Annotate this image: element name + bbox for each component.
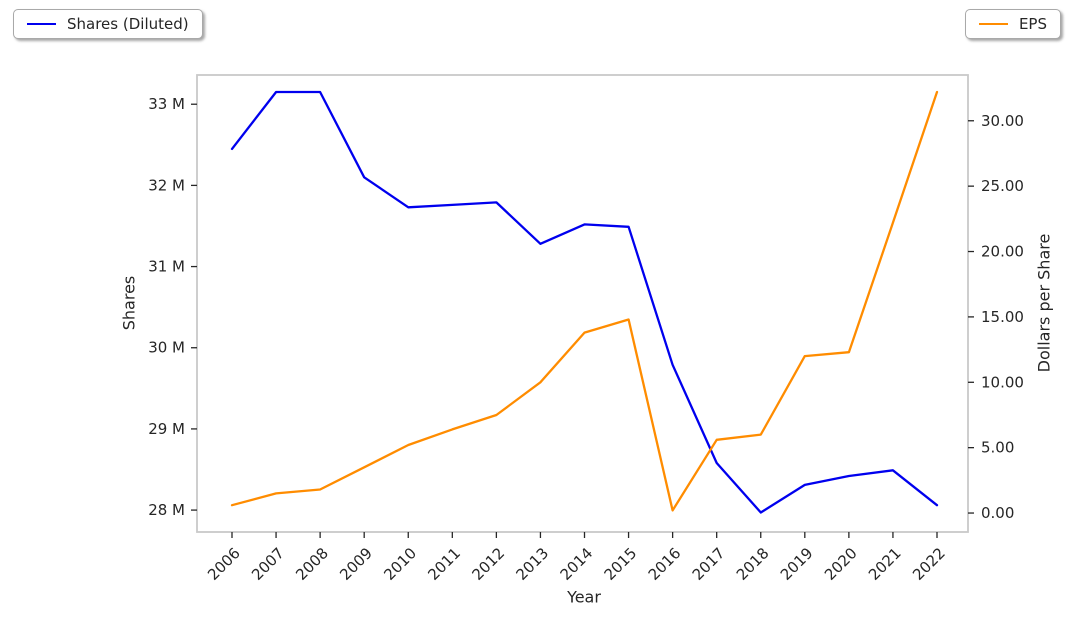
right-tick-label: 0.00	[981, 504, 1014, 522]
right-tick-label: 25.00	[981, 177, 1024, 195]
left-tick-label: 31 M	[148, 258, 185, 276]
left-tick-label: 33 M	[148, 95, 185, 113]
x-tick-label: 2015	[601, 544, 641, 584]
legend-eps: EPS	[964, 9, 1061, 39]
x-tick-label: 2018	[733, 544, 773, 584]
shares-diluted-line	[230, 90, 939, 514]
x-tick-label: 2010	[380, 544, 420, 584]
left-tick-label: 32 M	[148, 176, 185, 194]
x-tick-label: 2011	[424, 544, 464, 584]
x-tick-label: 2009	[336, 544, 376, 584]
x-tick-label: 2008	[292, 544, 332, 584]
right-axis-title: Dollars per Share	[1034, 233, 1054, 373]
eps-line	[230, 90, 939, 512]
plot-border	[196, 74, 969, 533]
left-tick-label: 29 M	[148, 420, 185, 438]
x-tick-label: 2007	[248, 544, 288, 584]
x-tick-label: 2020	[821, 544, 861, 584]
right-tick-label: 30.00	[981, 112, 1024, 130]
x-tick-label: 2019	[777, 544, 817, 584]
left-tick-label: 30 M	[148, 339, 185, 357]
x-tick-label: 2021	[865, 544, 905, 584]
x-tick-label: 2014	[557, 544, 597, 584]
legend-shares-label: Shares (Diluted)	[67, 15, 189, 33]
left-tick-label: 28 M	[148, 501, 185, 519]
right-tick-label: 15.00	[981, 308, 1024, 326]
legend-eps-label: EPS	[1018, 15, 1047, 33]
eps-line-swatch	[978, 23, 1008, 25]
x-axis-title: Year	[567, 587, 601, 607]
x-tick-label: 2022	[909, 544, 949, 584]
legend-shares-diluted: Shares (Diluted)	[13, 9, 203, 39]
x-tick-label: 2017	[689, 544, 729, 584]
right-tick-label: 10.00	[981, 373, 1024, 391]
x-tick-label: 2012	[468, 544, 508, 584]
shares-line-swatch	[27, 23, 56, 25]
x-tick-label: 2016	[645, 544, 685, 584]
right-tick-label: 5.00	[981, 439, 1014, 457]
x-tick-label: 2013	[513, 544, 553, 584]
x-tick-label: 2006	[204, 544, 244, 584]
right-tick-label: 20.00	[981, 243, 1024, 261]
left-axis-title: Shares	[119, 275, 139, 331]
